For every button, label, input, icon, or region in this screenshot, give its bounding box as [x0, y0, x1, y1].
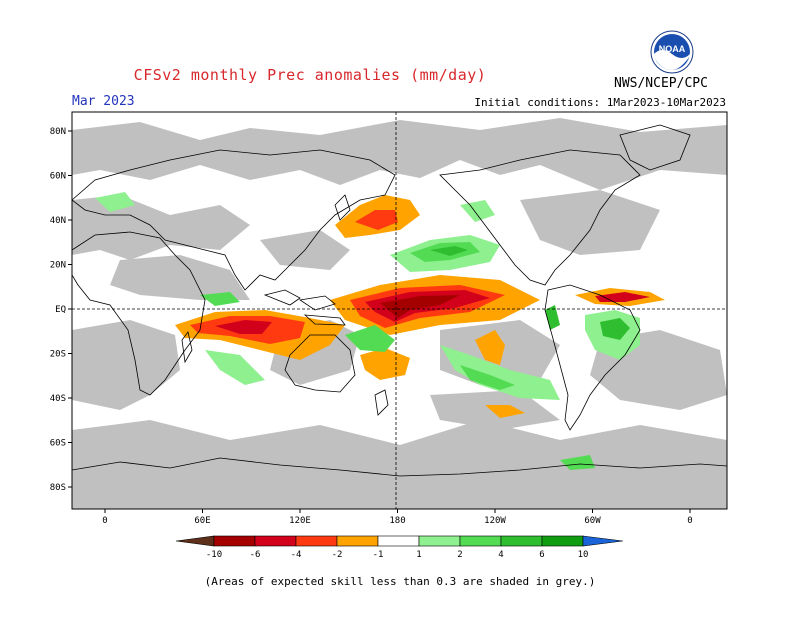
- latitude-labels: 80N 60N 40N 20N EQ 20S 40S 60S 80S: [50, 127, 72, 493]
- colorbar-box: [254, 535, 297, 547]
- colorbar-box: [295, 535, 338, 547]
- anomaly-south-pacific-40s: [485, 405, 525, 418]
- anomaly-europe-green: [95, 192, 135, 212]
- anomaly-southern-ocean-green: [560, 455, 595, 470]
- lon-label: 180: [389, 516, 405, 526]
- anomaly-north-pacific-core: [355, 210, 398, 230]
- anomaly-indian-ocean-core: [215, 320, 272, 334]
- anomaly-brazil-core: [600, 318, 630, 340]
- colorbar-tick-label: 10: [578, 550, 589, 560]
- coastline-africa: [72, 231, 206, 396]
- lon-label: 60W: [584, 516, 601, 526]
- coastline-japan: [334, 194, 351, 221]
- lat-label: 40S: [50, 394, 66, 404]
- anomaly-spcz-light: [440, 345, 560, 400]
- lon-label: 120E: [289, 516, 311, 526]
- longitude-labels: 0 60E 120E 180 120W 60W 0: [102, 509, 693, 526]
- initial-conditions-label: Initial conditions: 1Mar2023-10Mar2023: [474, 96, 726, 109]
- lat-label: 60N: [50, 172, 66, 182]
- lat-label: 60S: [50, 439, 66, 449]
- lon-label: 0: [102, 516, 107, 526]
- coastline-greenland: [619, 124, 691, 171]
- lat-label: 40N: [50, 216, 66, 226]
- colorbar-tick-label: 2: [457, 550, 462, 560]
- month-label: Mar 2023: [72, 94, 135, 109]
- chart-title: CFSv2 monthly Prec anomalies (mm/day): [133, 66, 487, 84]
- lat-label: EQ: [55, 305, 66, 315]
- colorbar-tick-label: -10: [206, 550, 222, 560]
- map-frame: [71, 111, 728, 510]
- anomaly-south-pacific-orange: [475, 330, 505, 365]
- coastlines: [72, 124, 727, 477]
- coastline-new-zealand: [374, 389, 389, 416]
- anomaly-south-indian-green: [205, 350, 265, 385]
- colorbar-tick-label: -1: [373, 550, 384, 560]
- anomaly-central-pacific-max: [380, 295, 460, 318]
- coastline-south-america: [544, 284, 641, 431]
- colorbar-tick-label: -6: [250, 550, 261, 560]
- anomaly-north-america-green: [460, 200, 495, 222]
- colorbar: -10 -6 -4 -2 -1 1 2 4 6 10: [175, 535, 624, 560]
- lat-label: 20S: [50, 350, 66, 360]
- footnote: (Areas of expected skill less than 0.3 a…: [204, 575, 596, 588]
- anomaly-africa-green: [200, 292, 240, 306]
- coastline-north-america: [439, 149, 641, 286]
- noaa-logo-text: NOAA: [659, 44, 686, 54]
- anomaly-sw-pacific-orange: [360, 348, 410, 380]
- colorbar-box: [336, 535, 379, 547]
- colorbar-tick-label: 1: [416, 550, 421, 560]
- coastline-eurasia: [72, 149, 396, 291]
- lon-label: 0: [687, 516, 692, 526]
- colorbar-box: [541, 535, 584, 547]
- anomaly-spcz-mid: [460, 365, 515, 390]
- colorbar-box: [418, 535, 461, 547]
- colorbar-arrow-left: [175, 535, 215, 547]
- organization-label: NWS/NCEP/CPC: [614, 76, 708, 91]
- lat-label: 20N: [50, 261, 66, 271]
- colorbar-box: [377, 535, 420, 547]
- coastline-madagascar: [181, 331, 193, 364]
- colorbar-tick-label: -4: [291, 550, 302, 560]
- colorbar-box: [459, 535, 502, 547]
- lon-label: 60E: [194, 516, 210, 526]
- lat-label: 80S: [50, 483, 66, 493]
- coastline-australia: [284, 334, 356, 393]
- colorbar-tick-label: 4: [498, 550, 503, 560]
- colorbar-tick-label: -2: [332, 550, 343, 560]
- lat-label: 80N: [50, 127, 66, 137]
- noaa-logo-icon: NOAA: [650, 30, 694, 74]
- colorbar-arrow-right: [582, 535, 624, 547]
- lon-label: 120W: [484, 516, 506, 526]
- anomaly-subtropical-pacific-core: [430, 246, 468, 256]
- anomaly-west-pacific-green: [345, 325, 395, 352]
- colorbar-tick-label: 6: [539, 550, 544, 560]
- coastline-maritime-continent: [263, 289, 346, 326]
- colorbar-box: [213, 535, 256, 547]
- colorbar-box: [500, 535, 543, 547]
- coastline-antarctica: [72, 457, 727, 477]
